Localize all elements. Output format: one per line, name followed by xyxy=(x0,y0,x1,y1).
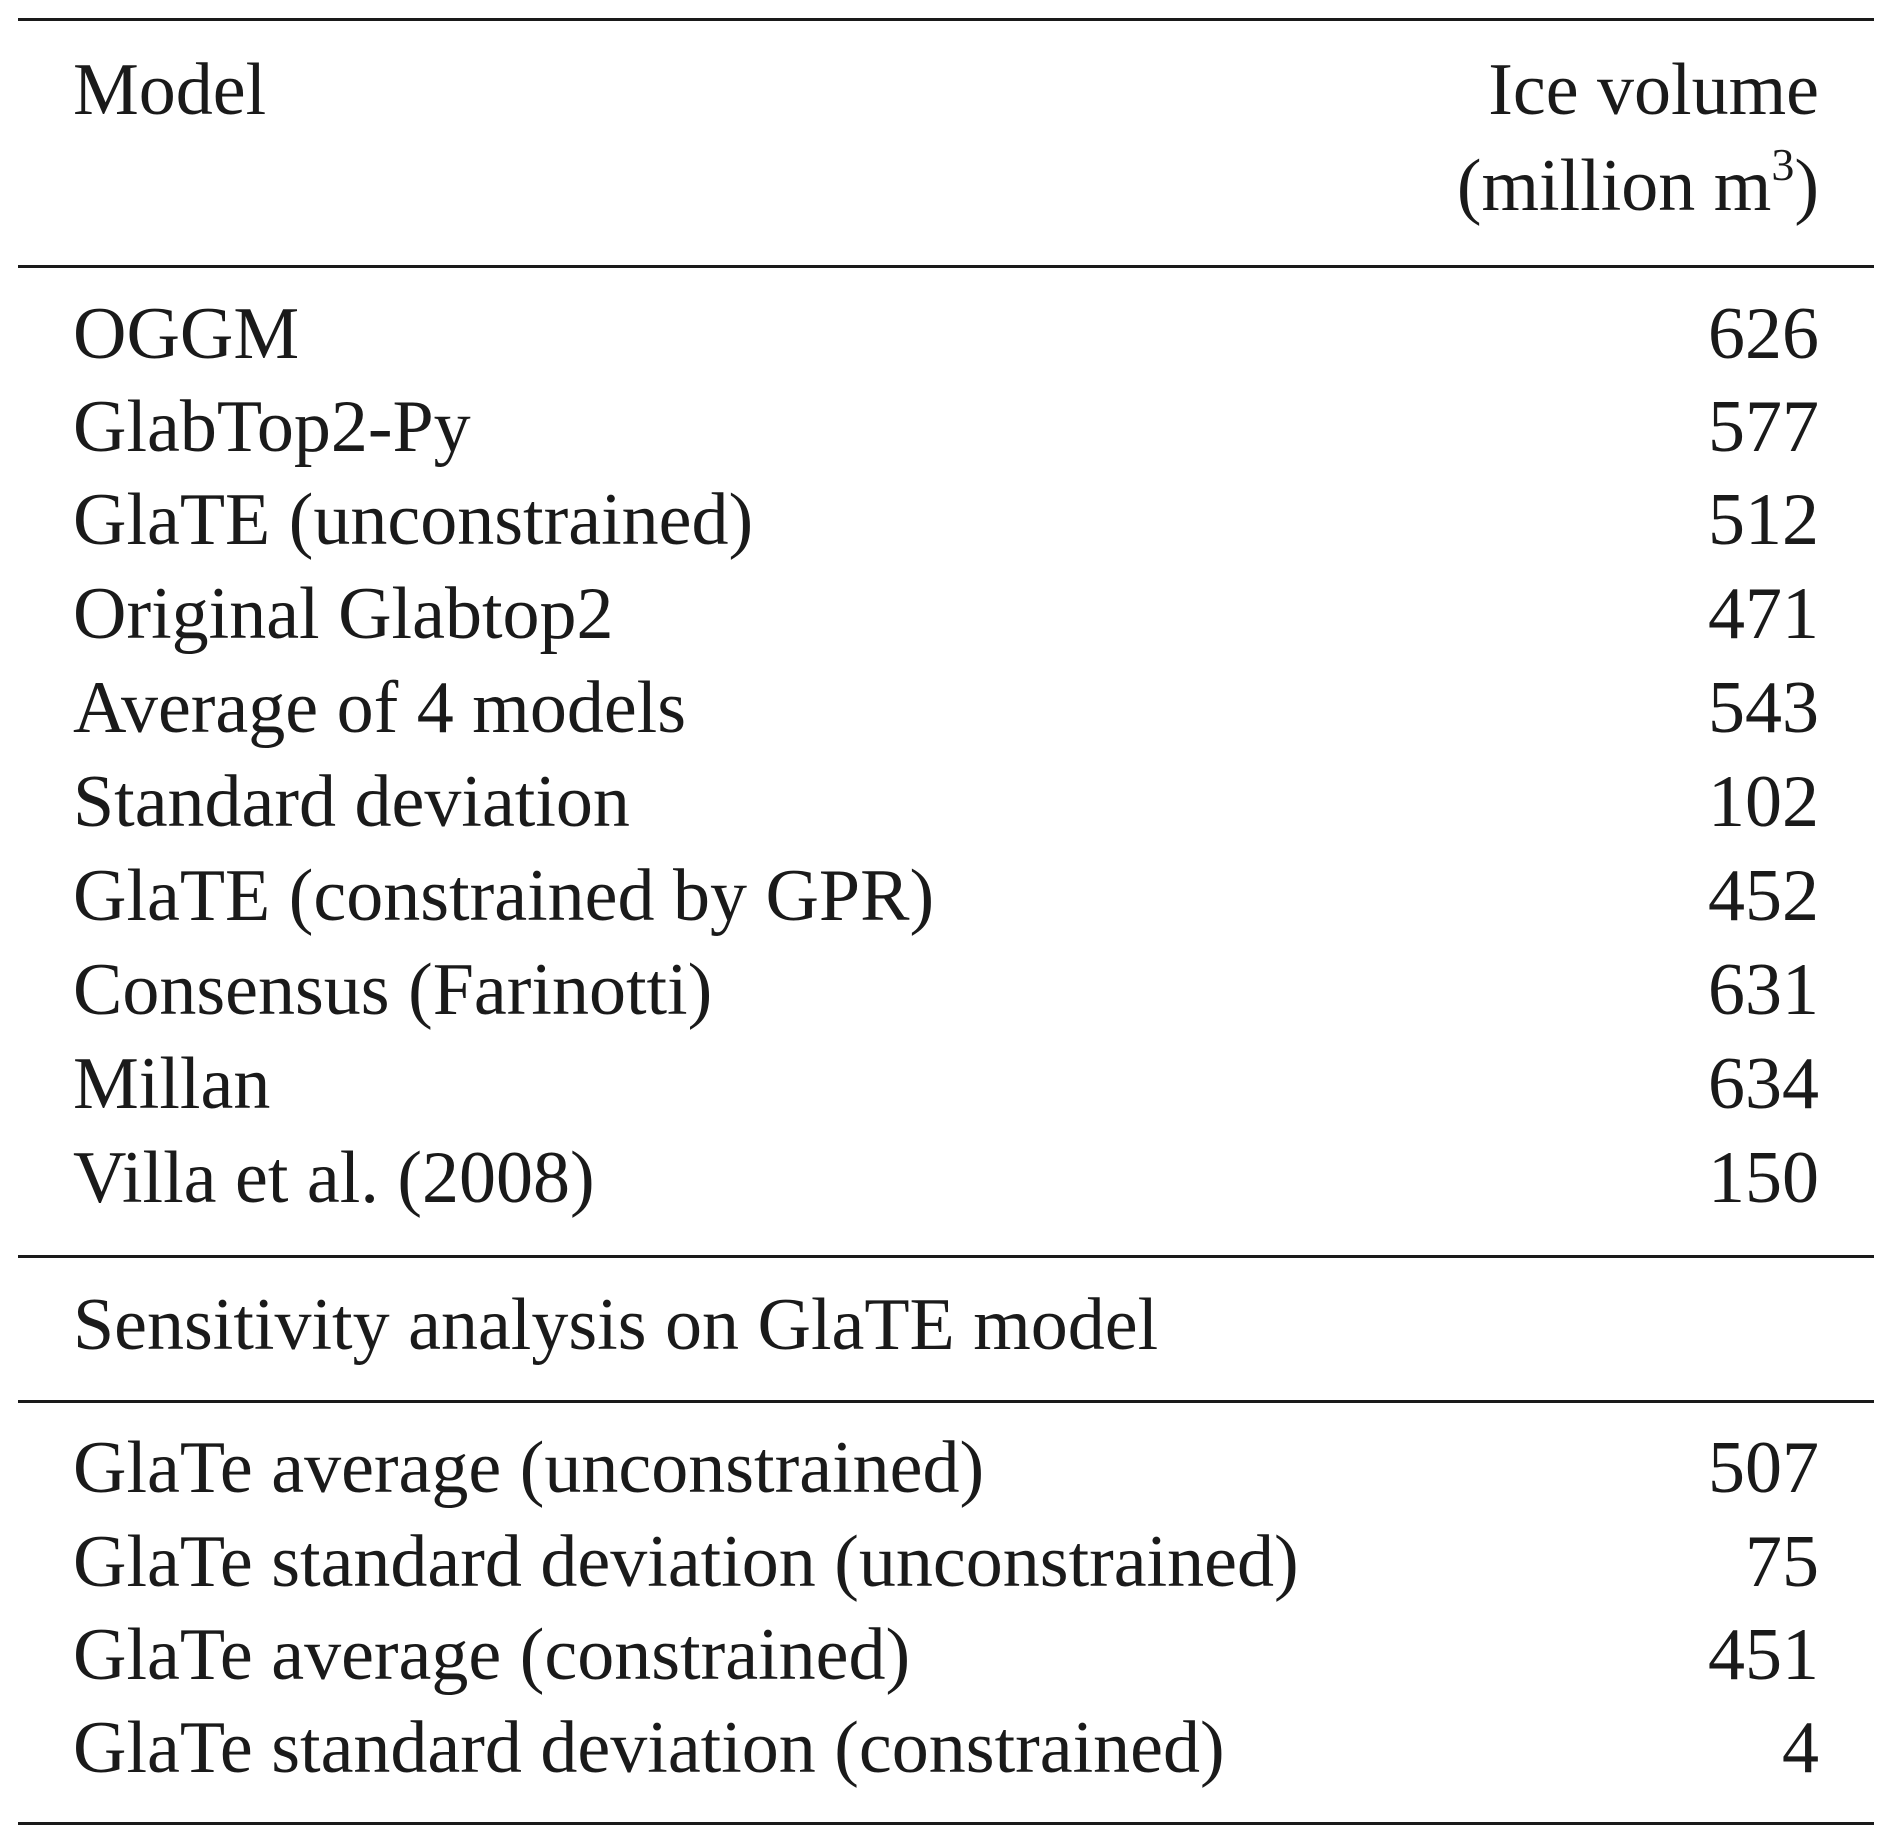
sensitivity-row-model: GlaTe average (unconstrained) xyxy=(73,1427,985,1509)
row-model: Standard deviation xyxy=(73,761,630,843)
row-value: 577 xyxy=(1708,386,1819,468)
row-value: 631 xyxy=(1708,949,1819,1031)
sensitivity-row-model: GlaTe standard deviation (constrained) xyxy=(73,1707,1225,1789)
row-value: 102 xyxy=(1708,761,1819,843)
section-title: Sensitivity analysis on GlaTE model xyxy=(73,1284,1159,1366)
sensitivity-row-value: 75 xyxy=(1745,1521,1819,1603)
row-value: 150 xyxy=(1708,1137,1819,1219)
sensitivity-row-model: GlaTe standard deviation (unconstrained) xyxy=(73,1521,1299,1603)
ice-volume-table: Model Ice volume (million m3) OGGM 626 G… xyxy=(18,0,1874,1847)
row-value: 626 xyxy=(1708,293,1819,375)
sensitivity-row-value: 451 xyxy=(1708,1614,1819,1696)
row-model: OGGM xyxy=(73,293,300,375)
row-model: Millan xyxy=(73,1043,271,1125)
row-model: GlaTE (constrained by GPR) xyxy=(73,855,935,937)
sensitivity-row-value: 507 xyxy=(1708,1427,1819,1509)
header-rule xyxy=(18,265,1874,268)
row-model: GlabTop2-Py xyxy=(73,386,471,468)
row-model: Average of 4 models xyxy=(73,667,687,749)
row-value: 452 xyxy=(1708,855,1819,937)
top-rule xyxy=(18,18,1874,21)
row-value: 634 xyxy=(1708,1043,1819,1125)
header-volume-line2: (million m3) xyxy=(1456,139,1819,227)
row-value: 543 xyxy=(1708,667,1819,749)
row-value: 512 xyxy=(1708,479,1819,561)
bottom-rule xyxy=(18,1822,1874,1825)
sensitivity-row-model: GlaTe average (constrained) xyxy=(73,1614,911,1696)
row-model: GlaTE (unconstrained) xyxy=(73,479,754,561)
header-volume-line1: Ice volume xyxy=(1488,49,1819,131)
row-value: 471 xyxy=(1708,573,1819,655)
row-model: Original Glabtop2 xyxy=(73,573,614,655)
row-model: Villa et al. (2008) xyxy=(73,1137,595,1219)
section-header-rule xyxy=(18,1400,1874,1403)
section-rule xyxy=(18,1255,1874,1258)
row-model: Consensus (Farinotti) xyxy=(73,949,713,1031)
sensitivity-row-value: 4 xyxy=(1782,1707,1819,1789)
header-model: Model xyxy=(73,49,267,131)
